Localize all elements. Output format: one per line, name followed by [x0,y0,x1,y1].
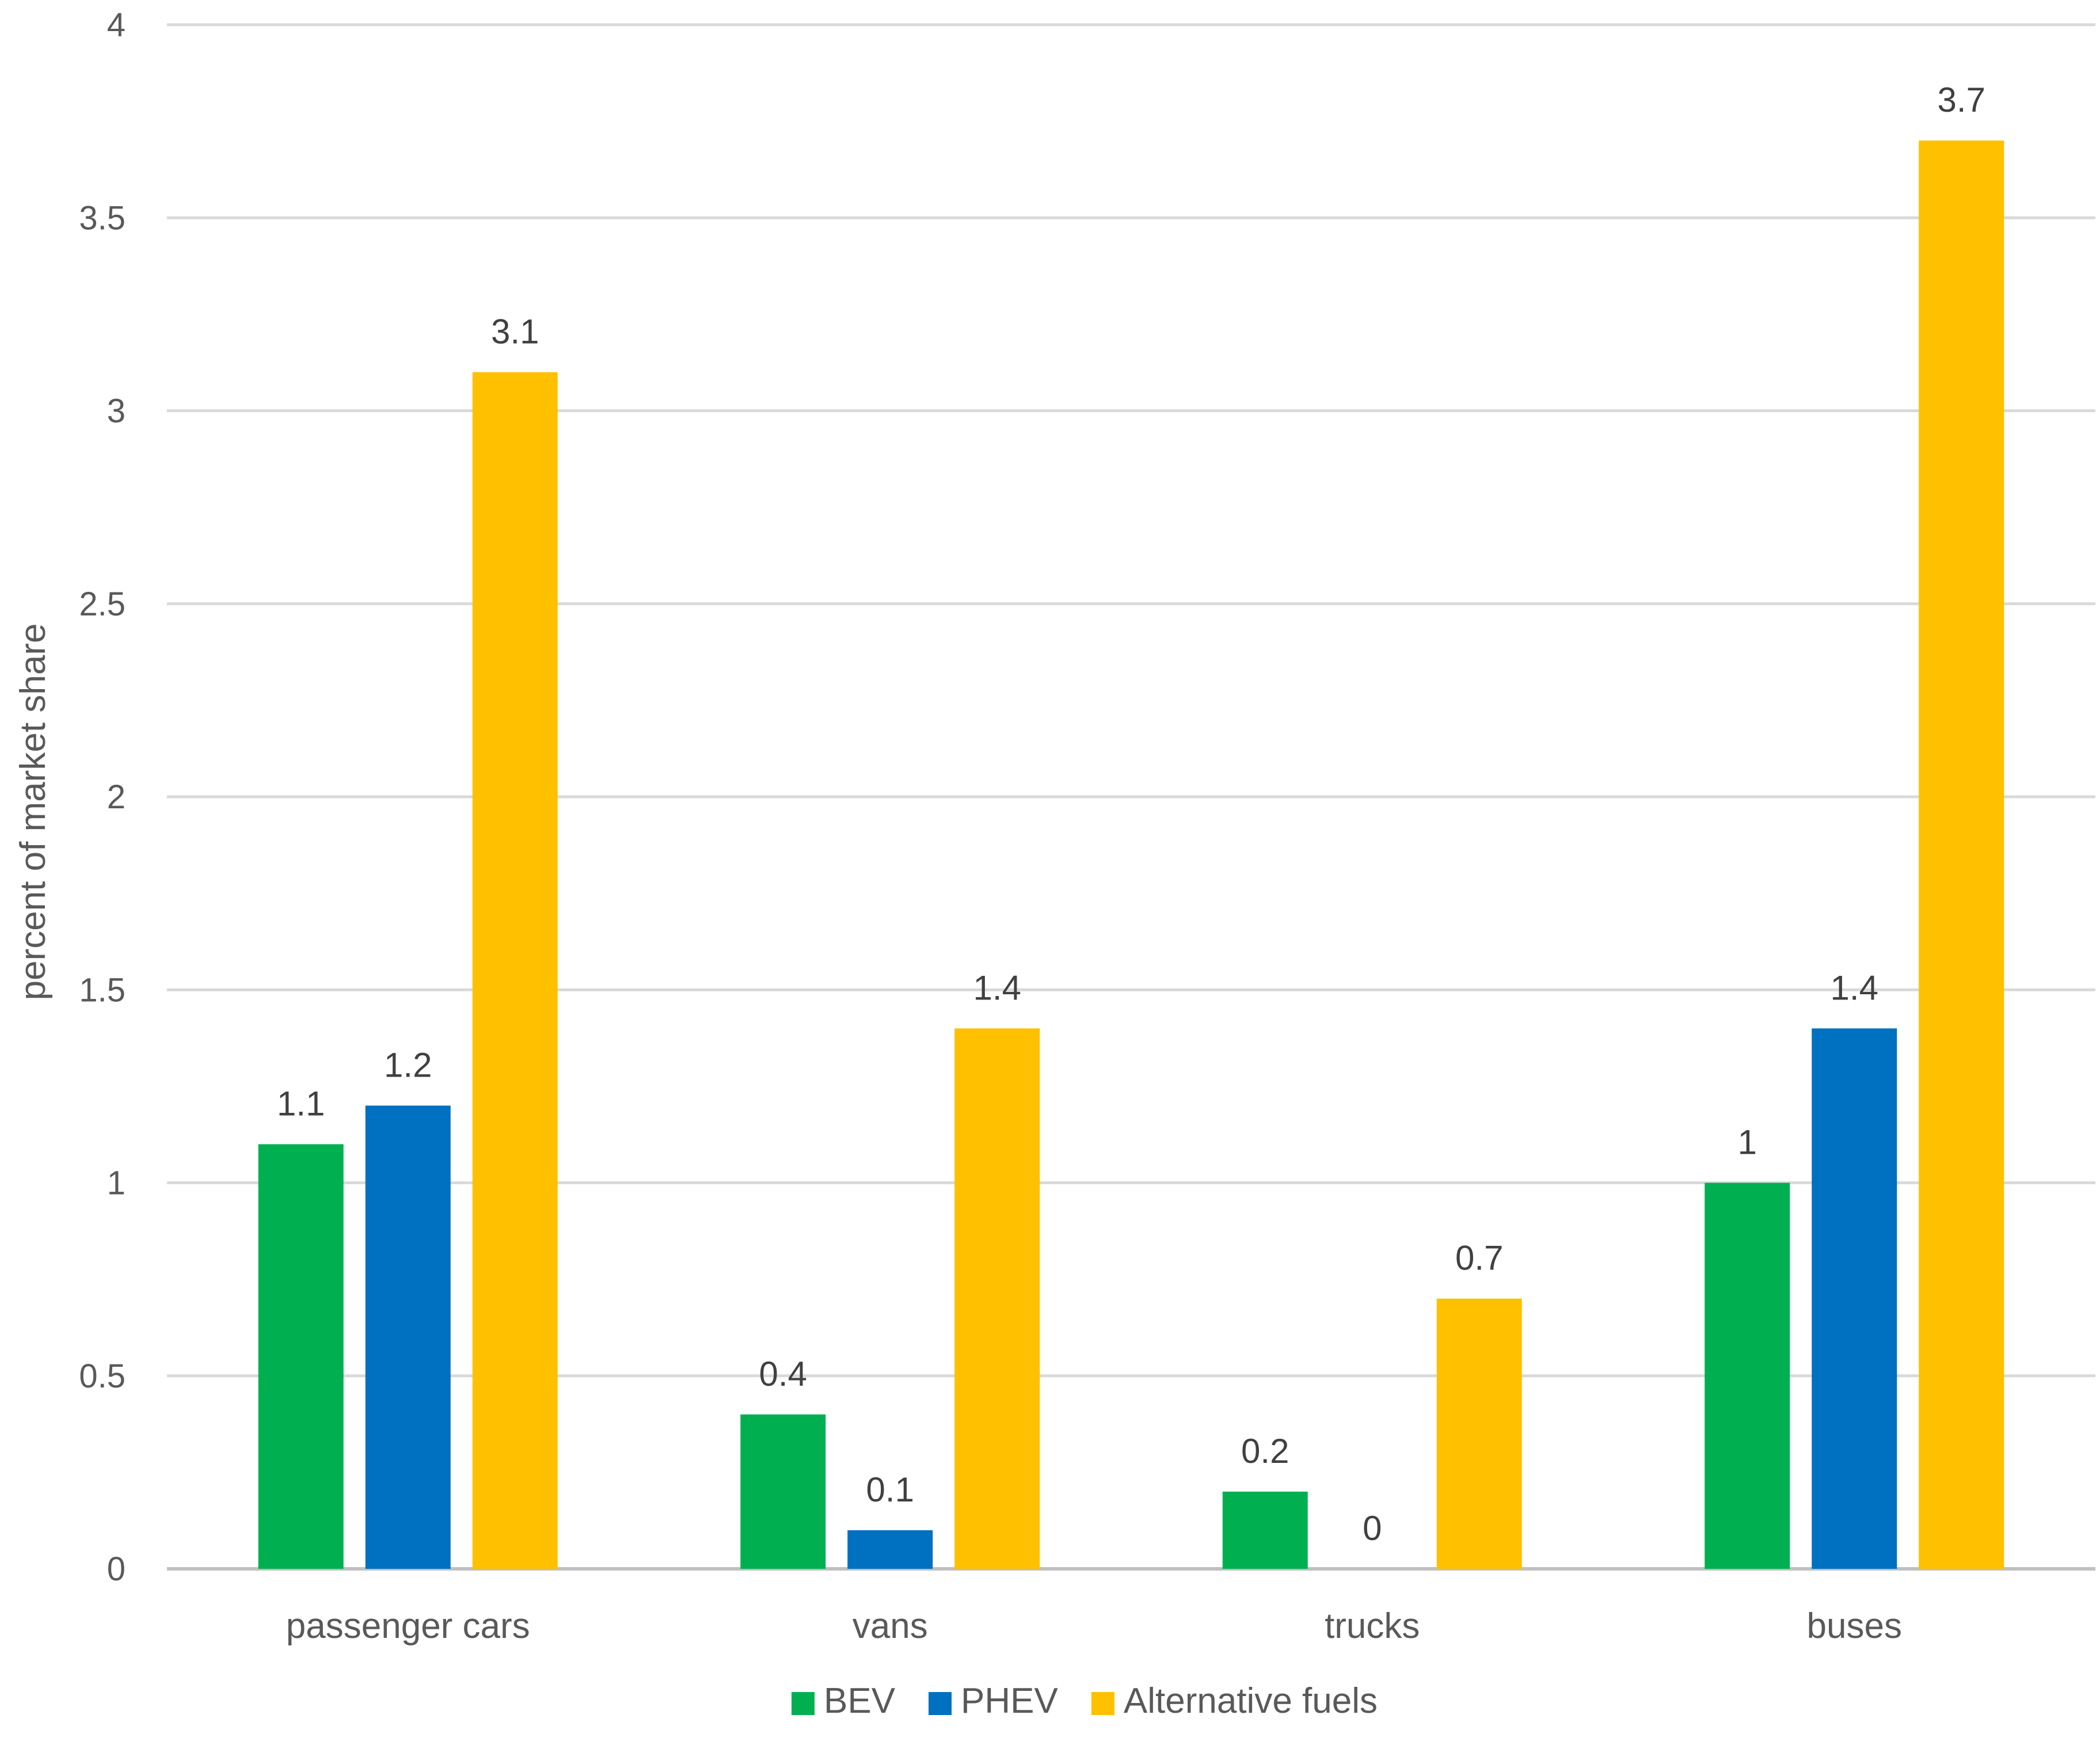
data-label: 1 [1738,1123,1757,1162]
data-label: 0 [1363,1509,1382,1548]
bar [954,1028,1040,1569]
legend-label: BEV [824,1681,896,1721]
data-label: 1.4 [973,968,1021,1007]
legend-label: Alternative fuels [1124,1681,1378,1721]
category-label: passenger cars [286,1606,530,1646]
y-axis-title: percent of market share [13,624,53,1001]
gridlines [167,23,2095,1571]
bars [258,140,2004,1569]
y-tick-label: 0 [107,1550,125,1588]
legend-label: PHEV [961,1681,1058,1721]
data-label: 0.4 [759,1355,807,1393]
legend-item: Alternative fuels [1091,1681,1378,1721]
legend: BEV PHEV Alternative fuels [791,1681,1378,1721]
y-tick-label: 3.5 [79,199,125,237]
bar [847,1530,933,1569]
bar [1705,1183,1790,1569]
x-axis-categories: passenger cars vans trucks buses [286,1606,1902,1646]
y-tick-label: 0.5 [79,1358,125,1395]
data-label: 3.1 [491,312,539,351]
category-label: vans [853,1606,928,1646]
bar [1919,140,2004,1569]
data-label: 1.4 [1831,968,1878,1007]
y-axis-ticks: 0 0.5 1 1.5 2 2.5 3 3.5 4 [79,6,125,1588]
y-tick-label: 3 [107,393,125,430]
legend-item: PHEV [929,1681,1059,1721]
legend-swatch [791,1692,815,1715]
data-labels: 1.1 1.2 3.1 0.4 0.1 1.4 0.2 0 0.7 1 1.4 3.7 [277,81,1985,1548]
category-label: trucks [1325,1606,1420,1646]
bar [1812,1028,1897,1569]
bar [1436,1298,1522,1569]
y-tick-label: 4 [107,6,125,44]
bar [472,372,558,1569]
bar [740,1414,826,1569]
data-label: 3.7 [1938,81,1985,119]
legend-item: BEV [791,1681,896,1721]
y-tick-label: 2 [107,778,125,816]
data-label: 0.7 [1455,1239,1503,1278]
legend-swatch [1091,1692,1114,1715]
data-label: 1.1 [277,1084,325,1123]
bar [365,1105,451,1569]
data-label: 0.2 [1241,1432,1289,1470]
category-label: buses [1807,1606,1902,1646]
y-tick-label: 1 [107,1165,125,1202]
y-tick-label: 2.5 [79,586,125,623]
data-label: 0.1 [866,1470,914,1509]
legend-swatch [929,1692,952,1715]
bar [258,1144,344,1569]
data-label: 1.2 [384,1046,432,1084]
y-tick-label: 1.5 [79,971,125,1009]
bar [1222,1491,1308,1569]
